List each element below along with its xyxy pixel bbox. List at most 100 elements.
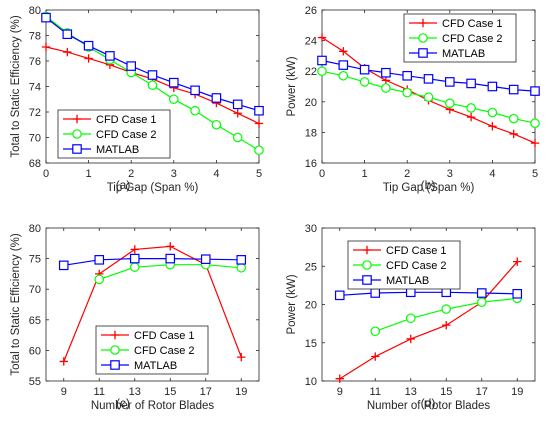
data-point <box>232 132 243 143</box>
legend: CFD Case 1 CFD Case 2 MATLAB <box>347 240 461 290</box>
x-tick-label: 5 <box>532 168 538 180</box>
legend-entry: CFD Case 2 <box>63 129 157 141</box>
x-tick-label: 0 <box>43 168 49 180</box>
panel-label: (c) <box>116 396 130 410</box>
y-tick-label: 18 <box>305 127 317 139</box>
x-axis-label: Number of Rotor Blades <box>367 400 491 412</box>
data-point <box>423 74 434 84</box>
data-point <box>169 94 179 105</box>
legend-label: CFD Case 2 <box>386 260 447 272</box>
data-point <box>254 145 264 156</box>
x-tick-label: 9 <box>61 386 67 398</box>
x-tick-label: 11 <box>370 386 381 398</box>
data-point <box>166 242 175 251</box>
legend-swatch-marker <box>418 48 428 58</box>
legend-label: CFD Case 1 <box>386 245 447 257</box>
data-point <box>487 107 498 118</box>
series-line <box>339 261 518 380</box>
series-cfd-case-2 <box>317 66 540 129</box>
legend-entry: MATLAB <box>353 275 429 287</box>
data-point <box>59 357 68 366</box>
legend-swatch-marker <box>418 33 428 43</box>
data-point <box>41 42 51 52</box>
data-point <box>63 47 72 57</box>
legend: CFD Case 1 CFD Case 2 MATLAB <box>403 13 517 63</box>
legend-entry: CFD Case 1 <box>101 330 195 342</box>
data-point <box>254 105 264 116</box>
x-tick-label: 19 <box>235 386 247 398</box>
y-tick-label: 20 <box>305 300 317 312</box>
series-line <box>63 258 242 266</box>
data-point <box>466 103 476 113</box>
data-point <box>129 253 140 264</box>
legend-entry: CFD Case 2 <box>353 260 447 272</box>
legend-entry: MATLAB <box>63 144 139 156</box>
x-tick-label: 1 <box>86 168 92 180</box>
data-point <box>442 320 451 330</box>
data-point <box>466 78 476 89</box>
y-tick-label: 10 <box>305 376 317 388</box>
series-matlab <box>317 55 540 96</box>
data-point <box>370 326 381 337</box>
data-point <box>41 12 51 23</box>
data-point <box>83 40 94 51</box>
y-tick-label: 16 <box>305 158 317 170</box>
data-point <box>62 29 73 40</box>
data-point <box>190 85 200 96</box>
data-point <box>147 70 158 80</box>
data-point <box>237 352 246 362</box>
legend-swatch-marker <box>362 245 372 255</box>
data-point <box>147 80 158 91</box>
y-tick-label: 25 <box>305 261 317 273</box>
data-point <box>236 255 247 265</box>
y-tick-label: 15 <box>305 338 317 350</box>
x-tick-label: 0 <box>319 168 325 180</box>
data-point <box>126 61 136 71</box>
y-tick-label: 65 <box>29 315 41 327</box>
legend-entry: CFD Case 1 <box>63 114 157 126</box>
data-point <box>476 288 487 298</box>
y-tick-label: 55 <box>29 376 41 388</box>
y-tick-label: 60 <box>29 345 41 357</box>
panel-label: (d) <box>421 396 436 410</box>
x-axis-label: Tip Gap (Span %) <box>383 182 475 194</box>
y-tick-label: 22 <box>305 66 317 78</box>
data-point <box>94 274 105 285</box>
x-tick-label: 15 <box>440 386 452 398</box>
legend-entry: MATLAB <box>101 360 177 372</box>
x-tick-label: 3 <box>171 168 177 180</box>
data-point <box>512 288 523 299</box>
chart-panel-4: 9 11 13 15 17 19 10 15 20 25 30 Number of Rotor Bla… <box>286 223 536 412</box>
data-point <box>317 66 327 76</box>
legend-entry: MATLAB <box>409 48 485 60</box>
data-point <box>488 122 497 131</box>
chart-panel-3: 9 11 13 15 17 19 55 60 65 70 75 80 Number of Rotor B… <box>10 223 260 412</box>
data-point <box>476 297 487 308</box>
data-point <box>254 119 264 128</box>
chart-panel-2: 0 1 2 3 4 5 16 18 20 22 24 26 Tip Gap (Span %) Power … <box>286 5 540 194</box>
data-point <box>402 70 412 81</box>
series-matlab <box>41 12 264 116</box>
x-tick-label: 5 <box>256 168 262 180</box>
data-point <box>130 245 139 254</box>
legend-label: MATLAB <box>96 144 139 156</box>
legend-label: MATLAB <box>134 360 177 372</box>
y-tick-label: 74 <box>29 82 41 94</box>
data-point <box>105 51 115 61</box>
legend-label: CFD Case 1 <box>96 114 157 126</box>
x-tick-label: 2 <box>128 168 134 180</box>
data-point <box>236 262 247 273</box>
data-point <box>338 70 349 81</box>
data-point <box>423 92 434 103</box>
legend-entry: CFD Case 2 <box>409 33 503 45</box>
data-point <box>211 93 222 103</box>
data-point <box>169 77 179 88</box>
x-tick-label: 13 <box>129 386 141 398</box>
data-point <box>530 138 540 148</box>
data-point <box>402 87 412 98</box>
legend: CFD Case 1 CFD Case 2 MATLAB <box>95 325 209 375</box>
data-point <box>339 47 348 56</box>
y-tick-label: 26 <box>305 5 317 17</box>
legend-swatch-marker <box>418 18 428 28</box>
